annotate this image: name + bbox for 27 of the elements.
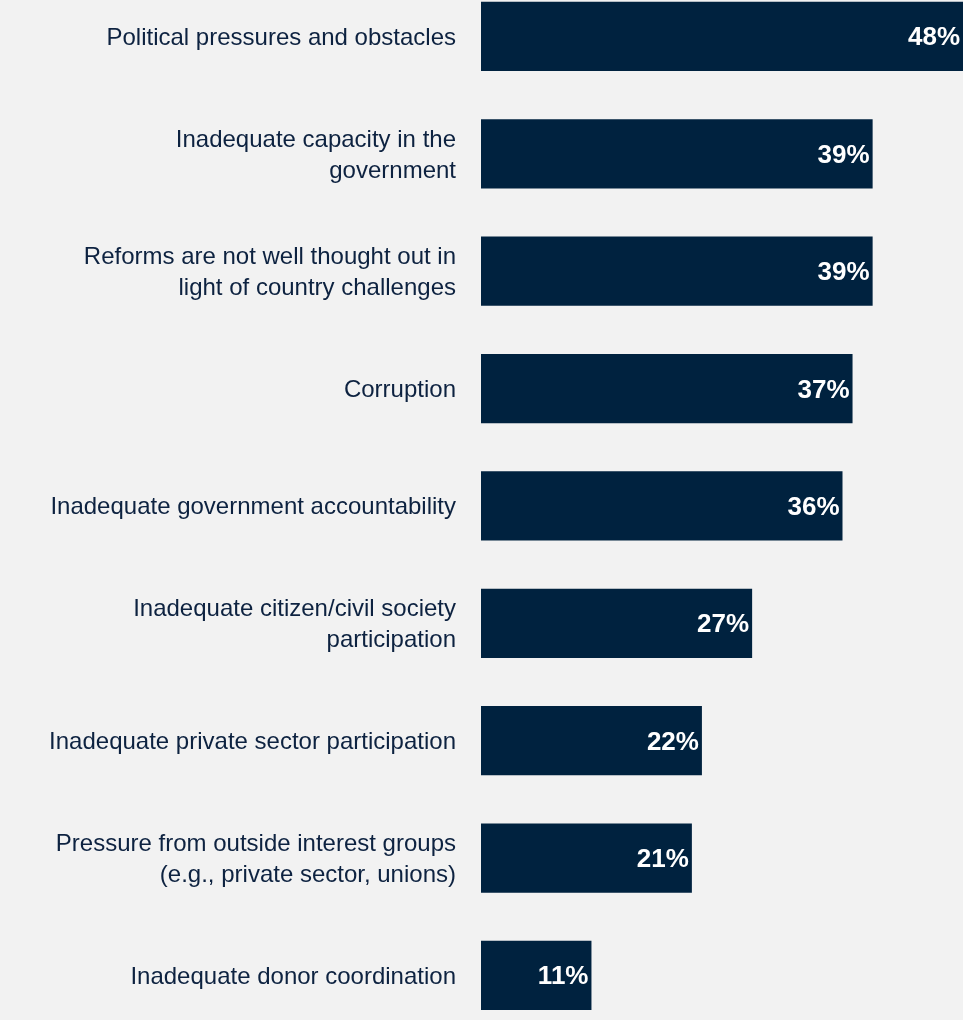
y-tick-label: Inadequate government accountability [50,492,456,520]
data-label: 39% [817,138,870,169]
y-tick-label: Reforms are not well thought out in light of country challenges [83,241,456,301]
data-label: 48% [907,21,960,52]
y-tick-label: Political pressures and obstacles [106,22,456,50]
data-label: 37% [797,373,850,404]
y-tick-label: Inadequate donor coordination [130,961,456,989]
data-label: 27% [697,608,750,639]
y-tick-label: Corruption [343,374,456,402]
data-label: 39% [817,256,870,287]
bar [481,1,963,72]
bar [481,823,692,893]
y-tick-label: Inadequate private sector participation [49,727,456,755]
y-tick-label: Pressure from outside interest groups (e.g., private sector, unions) [55,828,456,888]
data-label: 11% [537,960,589,991]
data-label: 22% [646,725,699,756]
bar [481,706,702,776]
bar [481,471,843,541]
bar [481,588,753,658]
data-label: 36% [787,490,840,521]
data-label: 21% [636,843,689,874]
y-tick-label: Inadequate citizen/civil society participation [133,594,456,653]
bar [481,940,592,1011]
bar [481,353,853,424]
bar [481,236,873,306]
bar [481,119,873,189]
y-tick-label: Inadequate capacity in the government [175,124,457,183]
